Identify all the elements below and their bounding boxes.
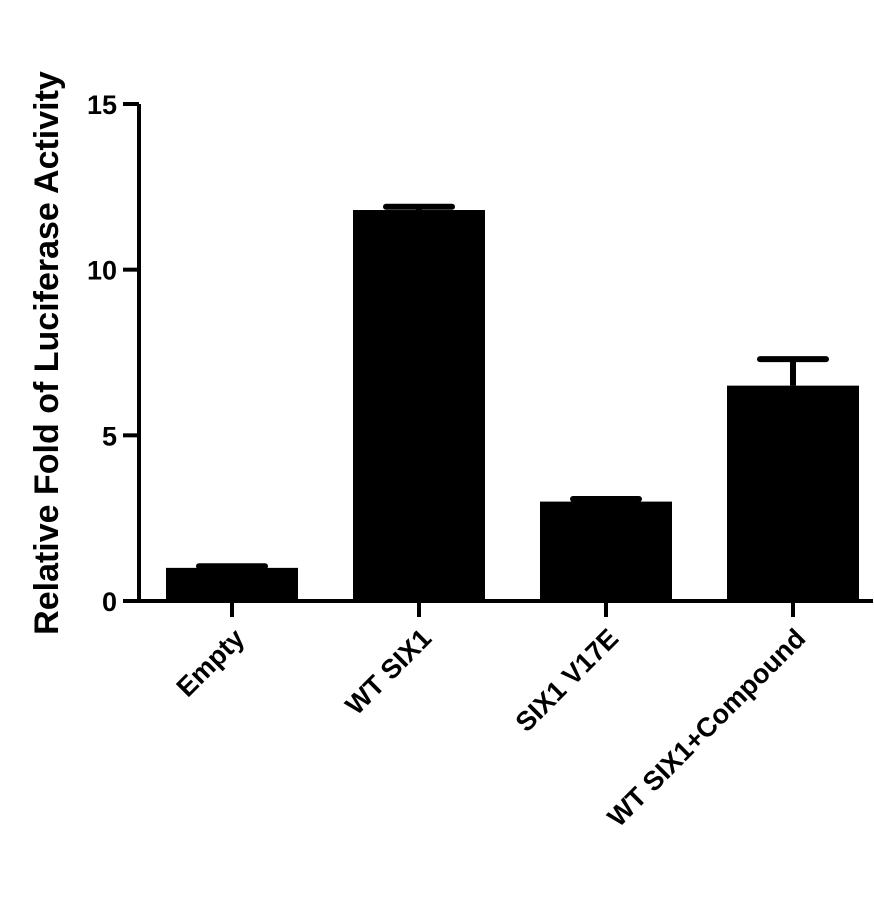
y-ticks: 0 5 10 15: [87, 90, 139, 617]
y-tick-label: 15: [87, 90, 117, 120]
x-category-label: SIX1 V17E: [510, 623, 625, 738]
x-category-label: WT SIX1+Compound: [602, 623, 811, 832]
y-tick-label: 5: [102, 421, 117, 451]
bar: [353, 210, 485, 601]
x-ticks: [230, 601, 795, 617]
error-bars: [196, 203, 829, 570]
y-axis-title: Relative Fold of Luciferase Activity: [28, 71, 66, 635]
x-category-label: Empty: [171, 623, 251, 703]
y-tick-label: 0: [102, 587, 117, 617]
x-category-label: WT SIX1: [340, 623, 438, 721]
bar: [540, 501, 672, 601]
y-tick-label: 10: [87, 256, 117, 286]
bar: [166, 567, 298, 601]
bars: [166, 210, 859, 601]
bar: [727, 385, 859, 601]
